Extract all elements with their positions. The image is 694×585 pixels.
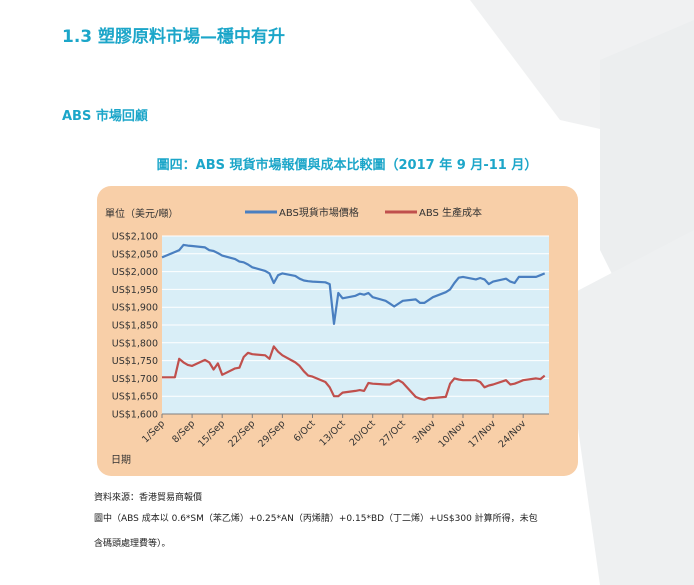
x-tick-label: 27/Oct	[378, 418, 408, 448]
y-tick-label: US$1,850	[112, 321, 158, 332]
y-tick-label: US$1,950	[112, 285, 158, 296]
section-heading: 1.3 塑膠原料市場—穩中有升	[62, 27, 286, 47]
x-tick-label: 13/Oct	[318, 418, 348, 448]
x-tick-label: 1/Sep	[140, 418, 167, 445]
x-tick-label: 17/Nov	[467, 418, 499, 450]
formula-note: 圖中（ABS 成本以 0.6*SM（苯乙烯）+0.25*AN（丙烯腈）+0.15…	[94, 514, 538, 524]
x-tick-label: 10/Nov	[436, 418, 468, 450]
source-note: 資料來源：香港貿易商報價	[94, 493, 203, 503]
y-tick-label: US$1,800	[112, 338, 158, 349]
y-axis-label: 單位（美元/噸）	[105, 207, 178, 220]
y-tick-label: US$1,650	[112, 392, 158, 403]
x-tick-label: 20/Oct	[348, 418, 378, 448]
y-tick-label: US$2,050	[112, 249, 158, 260]
x-tick-label: 29/Sep	[256, 418, 287, 449]
x-tick-label: 22/Sep	[226, 418, 257, 449]
y-axis-ticks: US$1,600 US$1,650 US$1,700 US$1,750 US$1,800…	[112, 232, 158, 421]
series-line-price	[161, 243, 546, 325]
y-tick-label: US$1,600	[112, 410, 158, 421]
y-tick-label: US$1,700	[112, 374, 158, 385]
x-tick-label: 24/Nov	[497, 418, 529, 450]
formula-note-continued: 含碼頭處理費等）。	[94, 539, 171, 549]
y-tick-label: US$1,900	[112, 303, 158, 314]
x-tick-label: 3/Nov	[411, 418, 439, 446]
y-tick-label: US$1,750	[112, 356, 158, 367]
y-tick-label: US$2,000	[112, 267, 158, 278]
legend-label-price: ABS現貨市場價格	[279, 206, 359, 219]
legend-label-cost: ABS 生產成本	[419, 206, 482, 219]
subsection-heading: ABS 市場回顧	[62, 109, 148, 124]
x-tick-label: 8/Sep	[170, 418, 197, 445]
legend: ABS現貨市場價格 ABS 生產成本	[245, 206, 482, 219]
y-tick-label: US$2,100	[112, 232, 158, 243]
series-lines	[161, 243, 546, 401]
series-line-cost	[162, 345, 546, 401]
x-tick-label: 15/Sep	[196, 418, 227, 449]
figure-title: 圖四：ABS 現貨市場報價與成本比較圖（2017 年 9 月-11 月）	[156, 158, 538, 173]
x-axis-label: 日期	[111, 454, 131, 466]
line-chart: 單位（美元/噸） ABS現貨市場價格 ABS 生產成本 US$1,600US$1…	[105, 206, 549, 466]
x-tick-label: 6/Oct	[292, 418, 318, 444]
